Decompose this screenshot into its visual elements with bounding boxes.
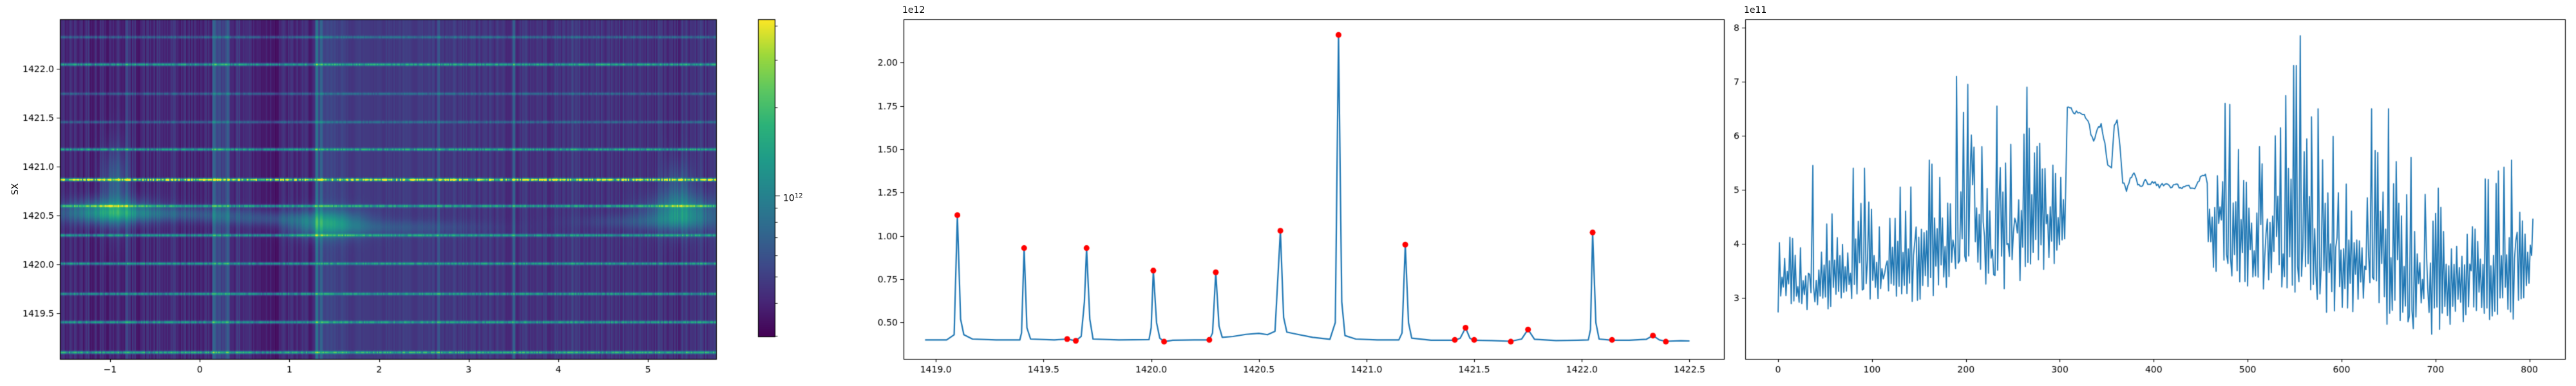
colorbar-label-exponent: 12	[794, 192, 803, 199]
offset-text-1e11: 1e11	[1744, 5, 1767, 15]
y-axis-label: SX	[10, 183, 21, 196]
offset-text-1e12: 1e12	[902, 5, 925, 15]
colorbar-label-base: 10	[783, 193, 795, 204]
colorbar-tick-label: 1012	[783, 192, 803, 204]
